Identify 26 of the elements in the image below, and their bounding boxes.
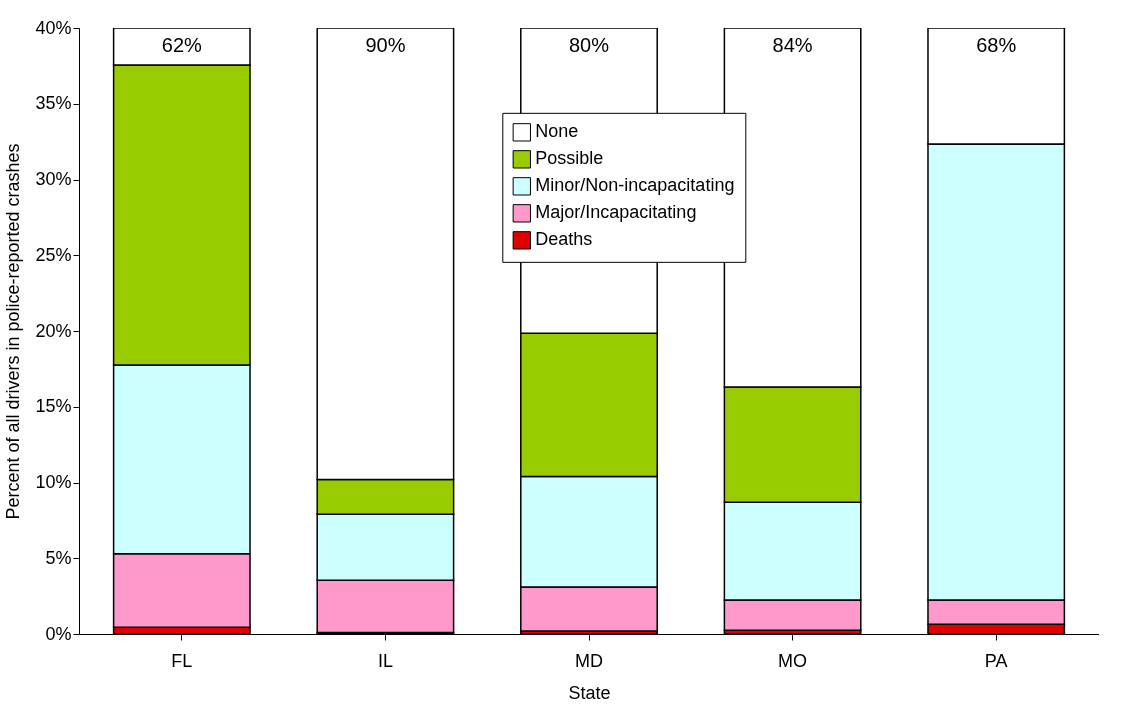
- legend-label: Deaths: [535, 229, 593, 250]
- x-axis-title: State: [568, 682, 611, 703]
- legend-label: Minor/Non-incapacitating: [535, 175, 735, 196]
- legend-label: None: [535, 121, 579, 142]
- y-tick-label: 5%: [45, 547, 72, 568]
- x-tick-label: MO: [778, 650, 808, 671]
- y-tick-label: 15%: [35, 396, 72, 417]
- y-tick-label: 20%: [35, 320, 72, 341]
- legend-label: Possible: [535, 148, 604, 169]
- y-axis-title: Percent of all drivers in police-reported crashes: [3, 143, 24, 520]
- annotation: 68%: [976, 34, 1017, 56]
- x-tick-label: PA: [984, 650, 1008, 671]
- x-tick-label: FL: [171, 650, 193, 671]
- y-tick-label: 30%: [35, 169, 72, 189]
- annotation: 62%: [161, 34, 203, 56]
- y-tick-label: 25%: [35, 244, 72, 265]
- y-tick-label: 40%: [35, 17, 72, 38]
- y-tick-label: 35%: [35, 93, 72, 114]
- annotation: 90%: [365, 34, 406, 56]
- annotation: 84%: [772, 34, 813, 56]
- y-tick-label: 10%: [35, 472, 72, 492]
- x-tick-label: MD: [575, 650, 603, 671]
- annotation: 80%: [568, 34, 610, 56]
- y-tick-label: 0%: [45, 623, 72, 644]
- x-tick-label: IL: [377, 650, 393, 671]
- legend-label: Major/Incapacitating: [535, 202, 697, 223]
